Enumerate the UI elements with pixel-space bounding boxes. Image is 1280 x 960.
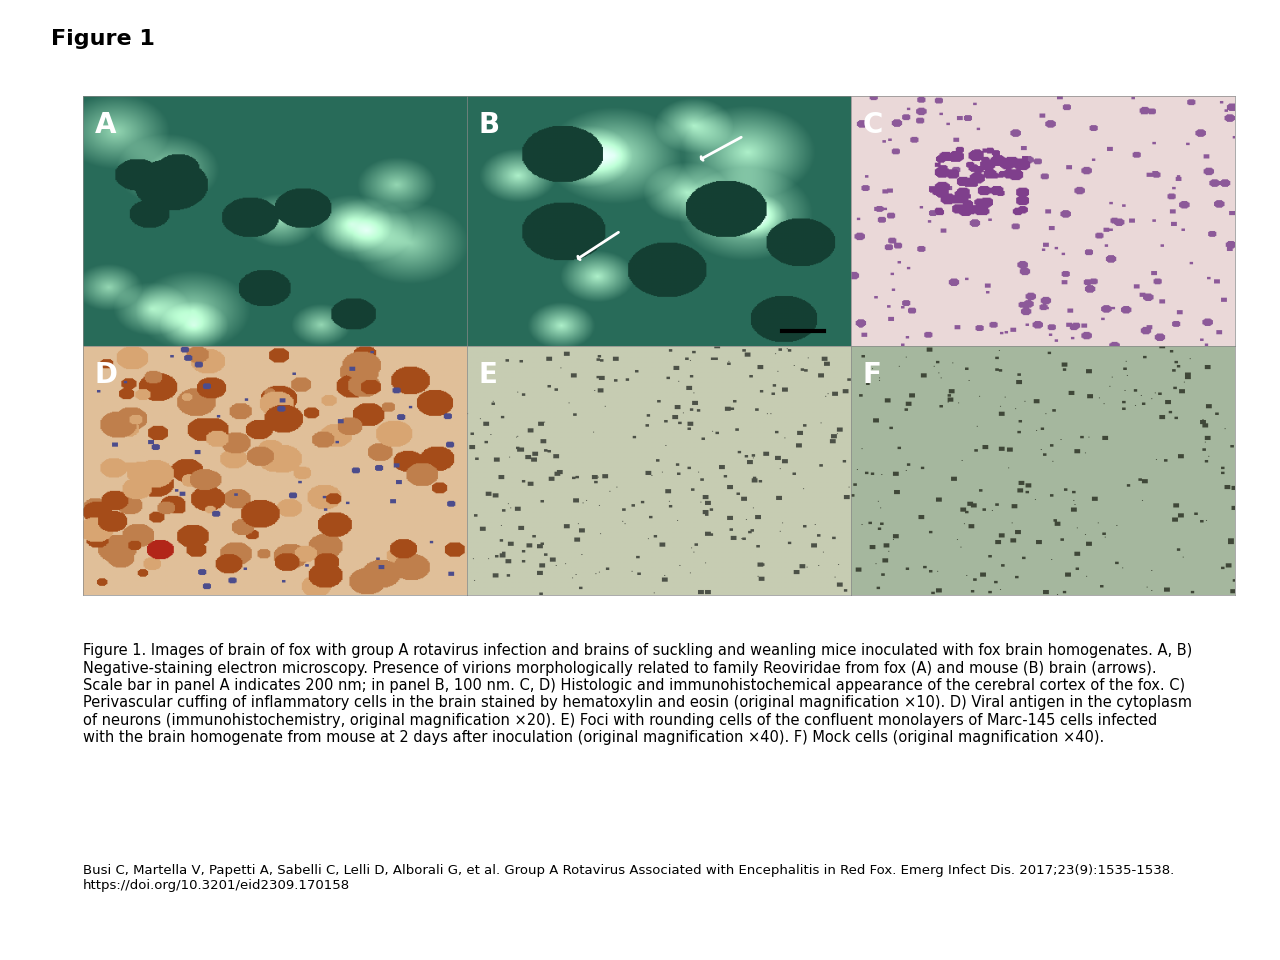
Text: Figure 1: Figure 1	[51, 29, 155, 49]
Text: C: C	[863, 111, 883, 139]
Text: Busi C, Martella V, Papetti A, Sabelli C, Lelli D, Alborali G, et al. Group A Ro: Busi C, Martella V, Papetti A, Sabelli C…	[83, 864, 1175, 892]
Text: F: F	[863, 361, 882, 389]
Text: D: D	[95, 361, 118, 389]
Text: E: E	[479, 361, 498, 389]
Text: A: A	[95, 111, 116, 139]
Text: B: B	[479, 111, 500, 139]
Text: Figure 1. Images of brain of fox with group A rotavirus infection and brains of : Figure 1. Images of brain of fox with gr…	[83, 643, 1193, 745]
